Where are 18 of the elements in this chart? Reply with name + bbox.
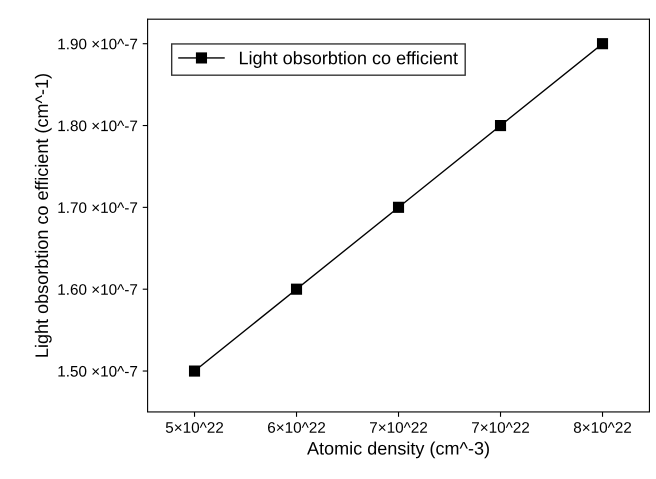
point (494, 120, 506, 132)
x-tick-label: 7×10^22 (472, 422, 530, 433)
y-axis-title: Light obsorbtion co efficient (cm^-1) (34, 74, 52, 357)
y-tick-label: 1.50 ×10^-7 (58, 366, 138, 377)
legend-label: Light obsorbtion co efficient (240, 51, 458, 68)
point (290, 284, 302, 295)
point (188, 365, 200, 377)
y-tick-label: 1.60 ×10^-7 (58, 284, 138, 295)
x-tick-label: 6×10^22 (268, 422, 326, 433)
y-tick-label: 1.90 ×10^-7 (58, 38, 138, 50)
point (596, 38, 608, 50)
point (392, 202, 404, 213)
x-tick-label: 7×10^22 (370, 422, 428, 433)
x-tick-label: 5×10^22 (166, 422, 224, 433)
y-tick-label: 1.70 ×10^-7 (58, 202, 138, 214)
y-tick-label: 1.80 ×10^-7 (58, 120, 138, 132)
x-tick-label: 8×10^22 (574, 422, 632, 433)
x-axis-title: Atomic density (cm^-3) (307, 441, 489, 458)
